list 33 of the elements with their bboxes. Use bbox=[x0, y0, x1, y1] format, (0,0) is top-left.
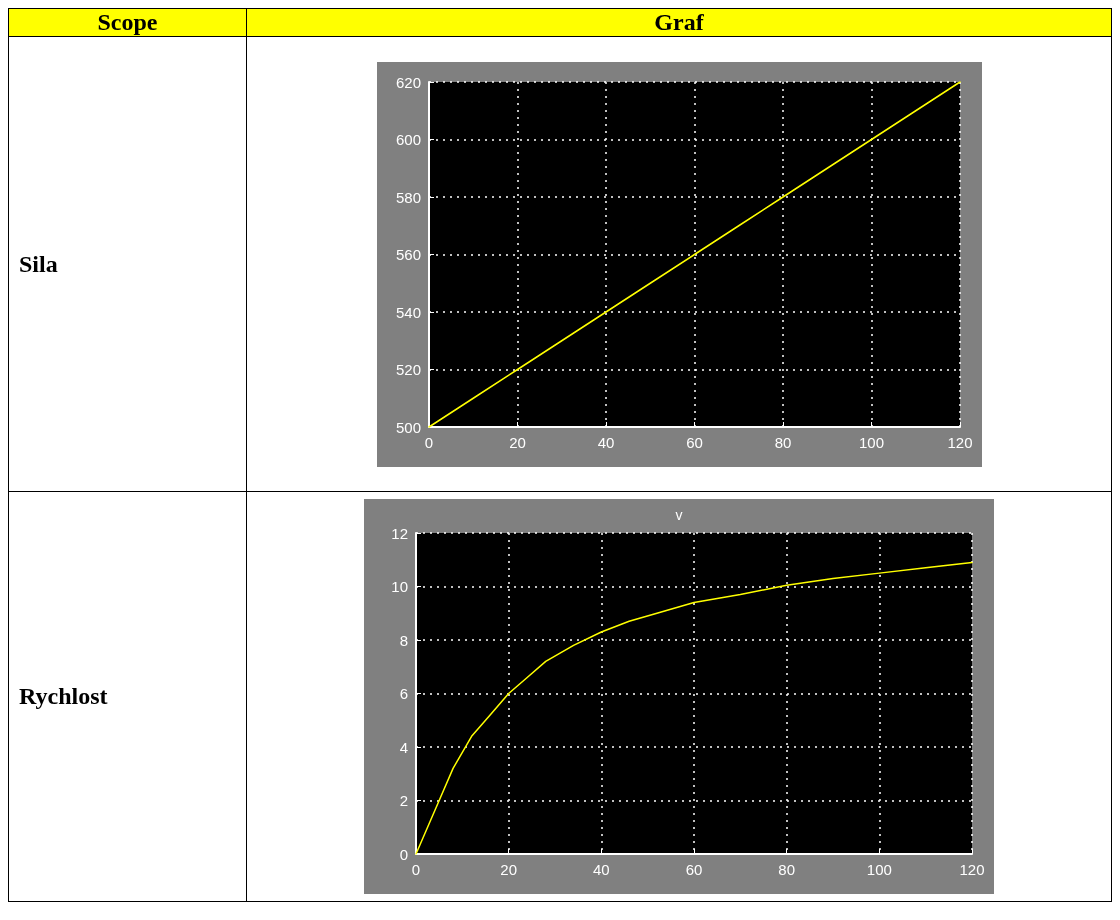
y-tick-label: 600 bbox=[395, 130, 421, 148]
y-tick-label: 12 bbox=[391, 524, 408, 542]
y-axis-title: Rychlost bbox=[8, 491, 247, 902]
y-tick-label: 520 bbox=[395, 360, 421, 378]
x-tick-label: 60 bbox=[685, 433, 703, 451]
x-tick-label: 100 bbox=[858, 433, 884, 451]
y-tick-label: 500 bbox=[395, 418, 421, 435]
y-tick-label: 6 bbox=[399, 685, 408, 702]
x-tick-label: 80 bbox=[774, 433, 791, 451]
x-tick-label: 120 bbox=[946, 433, 973, 451]
x-tick-label: 100 bbox=[866, 861, 892, 878]
y-tick-label: 560 bbox=[395, 245, 421, 263]
chart-title: v bbox=[675, 507, 683, 523]
y-tick-label: 620 bbox=[395, 73, 421, 90]
x-tick-label: 20 bbox=[508, 433, 526, 451]
x-tick-label: 60 bbox=[685, 861, 703, 878]
y-tick-label: 4 bbox=[399, 738, 408, 756]
x-tick-label: 80 bbox=[778, 861, 796, 878]
y-tick-label: 540 bbox=[395, 303, 421, 320]
x-tick-label: 20 bbox=[500, 861, 518, 878]
x-tick-label: 0 bbox=[424, 433, 433, 451]
y-tick-label: 8 bbox=[399, 631, 408, 649]
y-tick-label: 580 bbox=[395, 188, 421, 205]
x-tick-label: 40 bbox=[597, 433, 614, 451]
y-axis-title: Sila bbox=[8, 36, 247, 492]
y-tick-label: 0 bbox=[399, 845, 408, 863]
y-tick-label: 10 bbox=[391, 578, 408, 595]
text: Scope bbox=[8, 8, 247, 37]
text: Graf bbox=[246, 8, 1112, 37]
line-series bbox=[427, 80, 961, 428]
x-tick-label: 40 bbox=[592, 861, 610, 878]
y-tick-label: 2 bbox=[399, 792, 408, 809]
x-tick-label: 120 bbox=[959, 861, 985, 878]
